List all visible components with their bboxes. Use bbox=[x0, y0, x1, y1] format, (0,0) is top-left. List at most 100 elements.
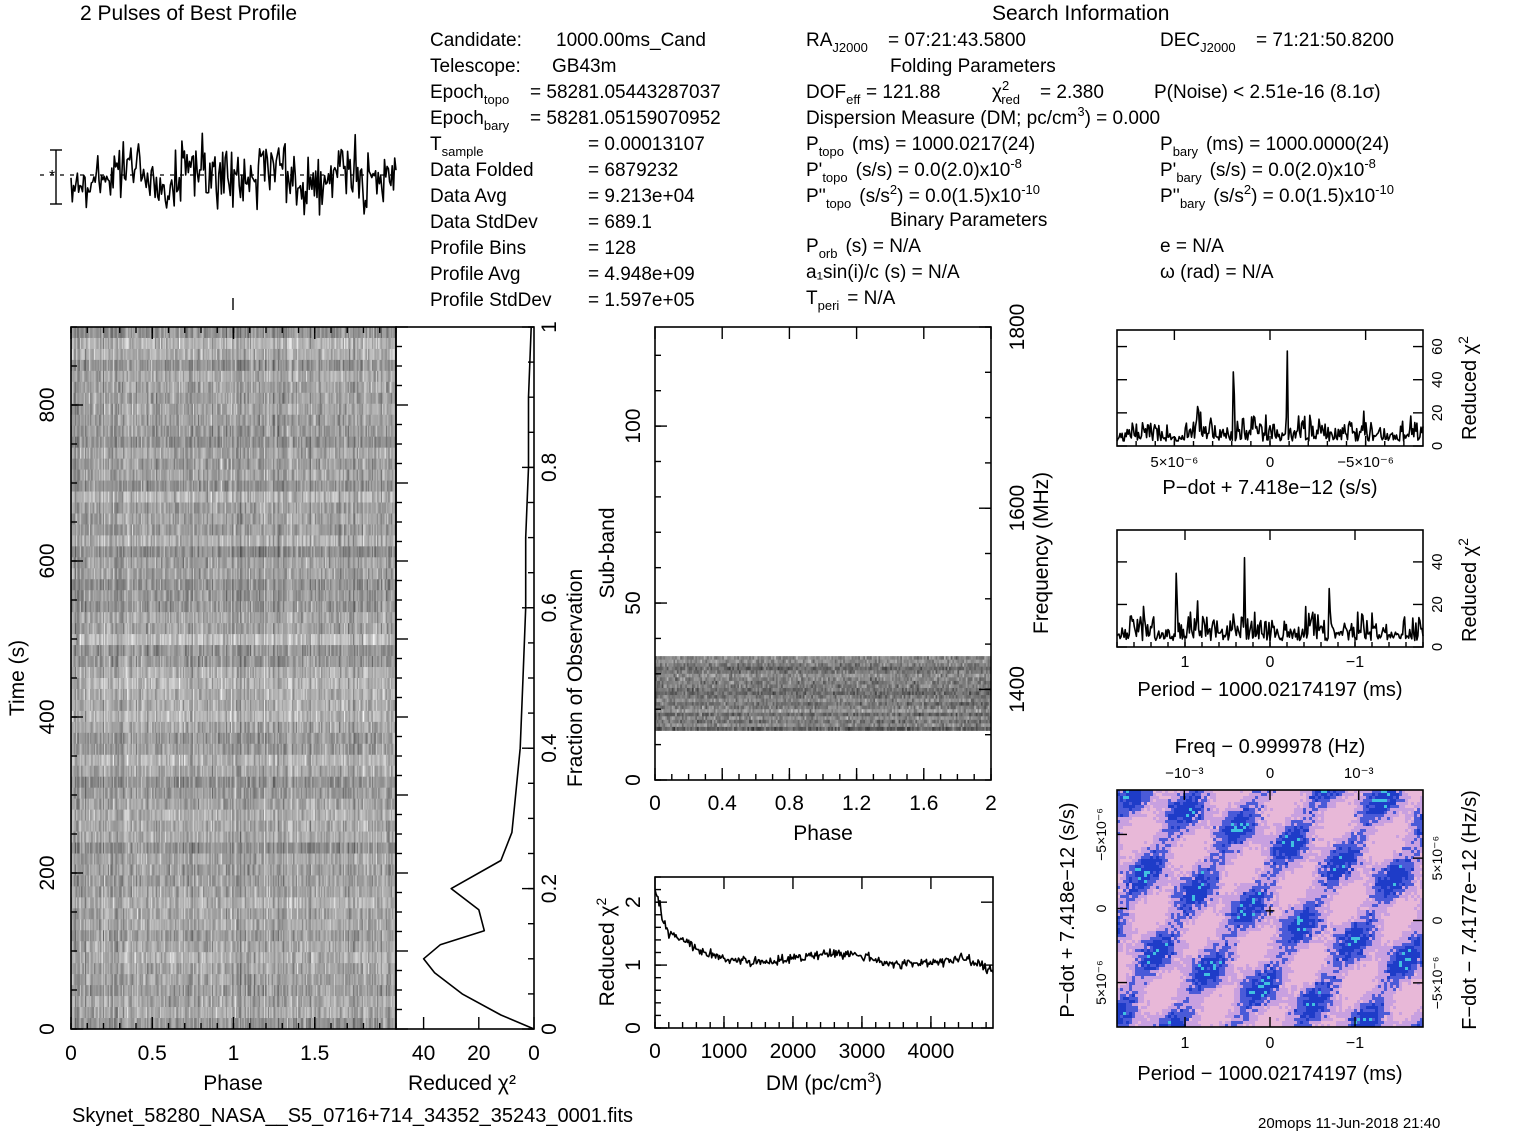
tp-cell bbox=[183, 403, 186, 416]
tp-cell bbox=[341, 436, 344, 449]
tp-cell bbox=[187, 403, 190, 416]
tp-cell bbox=[206, 436, 209, 449]
tp-cell bbox=[284, 447, 286, 460]
tp-cell bbox=[236, 348, 238, 361]
tp-cell bbox=[283, 370, 285, 383]
tp-cell bbox=[182, 403, 185, 416]
tp-cell bbox=[298, 370, 300, 383]
tp-cell bbox=[366, 359, 369, 372]
tp-cell bbox=[143, 359, 146, 372]
tp-cell bbox=[387, 425, 389, 438]
tp-cell bbox=[360, 392, 363, 405]
tp-cell bbox=[340, 327, 342, 339]
tp-cell bbox=[139, 348, 142, 361]
tp-cell bbox=[256, 348, 259, 361]
tp-cell bbox=[105, 327, 107, 339]
tp-cell bbox=[270, 469, 272, 481]
tp-cell bbox=[384, 425, 387, 438]
tp-cell bbox=[316, 337, 318, 350]
tp-cell bbox=[189, 447, 191, 460]
tp-cell bbox=[230, 337, 233, 350]
tp-cell bbox=[130, 469, 133, 481]
tp-cell bbox=[71, 403, 73, 416]
tp-cell bbox=[375, 392, 378, 405]
tp-cell bbox=[246, 425, 248, 438]
tp-cell bbox=[189, 469, 191, 481]
tp-cell bbox=[313, 458, 316, 470]
tp-cell bbox=[378, 370, 380, 383]
tp-cell bbox=[388, 447, 391, 460]
tp-cell bbox=[285, 327, 288, 339]
tp-cell bbox=[157, 392, 159, 405]
tp-cell bbox=[349, 370, 351, 383]
tp-cell bbox=[337, 436, 340, 449]
tp-cell bbox=[291, 436, 294, 449]
tp-cell bbox=[233, 469, 236, 481]
tp-cell bbox=[148, 370, 151, 383]
tp-cell bbox=[125, 392, 128, 405]
tp-cell bbox=[389, 436, 392, 449]
tp-cell bbox=[224, 370, 227, 383]
tp-cell bbox=[205, 392, 208, 405]
tp-cell bbox=[73, 414, 76, 427]
tp-cell bbox=[152, 447, 154, 460]
tp-cell bbox=[211, 447, 214, 460]
tp-cell bbox=[142, 381, 144, 394]
tp-cell bbox=[244, 469, 247, 481]
tp-cell bbox=[164, 392, 167, 405]
tp-cell bbox=[331, 370, 333, 383]
tp-cell bbox=[350, 392, 352, 405]
tp-cell bbox=[138, 348, 140, 361]
tp-cell bbox=[131, 392, 134, 405]
tp-cell bbox=[269, 392, 271, 405]
tp-cell bbox=[177, 447, 180, 460]
tp-cell bbox=[189, 436, 191, 449]
tp-cell bbox=[97, 414, 100, 427]
tp-cell bbox=[309, 458, 312, 470]
tp-cell bbox=[199, 359, 201, 372]
tp-cell bbox=[288, 348, 290, 361]
tp-cell bbox=[242, 469, 245, 481]
tp-cell bbox=[145, 370, 148, 383]
tp-cell bbox=[379, 337, 382, 350]
tp-cell bbox=[262, 392, 265, 405]
tp-cell bbox=[255, 392, 257, 405]
tp-cell bbox=[183, 447, 186, 460]
tp-cell bbox=[215, 414, 218, 427]
tp-cell bbox=[220, 392, 223, 405]
tp-cell bbox=[266, 348, 269, 361]
tp-cell bbox=[258, 381, 261, 394]
tp-cell bbox=[210, 469, 213, 481]
tp-cell bbox=[130, 348, 133, 361]
tp-cell bbox=[270, 458, 272, 470]
tp-cell bbox=[208, 392, 210, 405]
tp-cell bbox=[72, 436, 74, 449]
tp-cell bbox=[177, 436, 180, 449]
tp-cell bbox=[148, 403, 151, 416]
tp-cell bbox=[170, 381, 172, 394]
tp-cell bbox=[119, 436, 121, 449]
tp-cell bbox=[333, 359, 336, 372]
tp-cell bbox=[149, 447, 152, 460]
tp-cell bbox=[163, 337, 166, 350]
tp-cell bbox=[102, 337, 105, 350]
tp-cell bbox=[93, 436, 96, 449]
tp-cell bbox=[175, 348, 177, 361]
tp-cell bbox=[286, 381, 289, 394]
tp-cell bbox=[81, 337, 83, 350]
tp-cell bbox=[288, 447, 290, 460]
tp-cell bbox=[211, 392, 214, 405]
tp-cell bbox=[274, 403, 276, 416]
tp-cell bbox=[220, 327, 223, 339]
tp-cell bbox=[379, 436, 382, 449]
tp-cell bbox=[313, 414, 316, 427]
info-value-5: = 6879232 bbox=[588, 160, 678, 181]
tp-cell bbox=[299, 348, 302, 361]
tp-cell bbox=[192, 337, 195, 350]
tp-cell bbox=[241, 370, 243, 383]
tp-cell bbox=[191, 469, 194, 481]
tp-cell bbox=[153, 436, 156, 449]
tp-cell bbox=[347, 381, 350, 394]
tp-cell bbox=[126, 414, 129, 427]
tp-cell bbox=[86, 447, 88, 460]
